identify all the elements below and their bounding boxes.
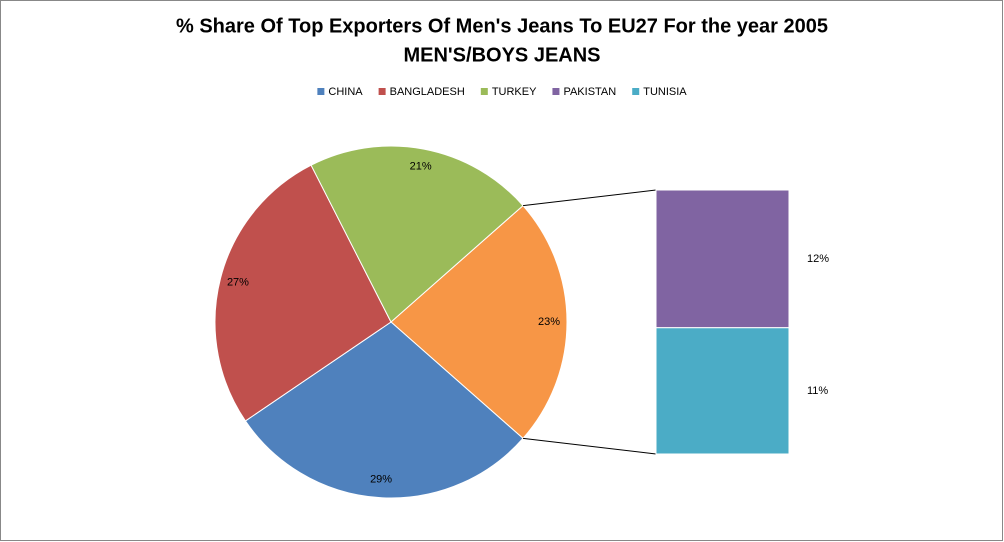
data-label: 29% bbox=[370, 474, 392, 486]
chart-title: % Share Of Top Exporters Of Men's Jeans … bbox=[176, 15, 828, 37]
data-label: 23% bbox=[538, 316, 560, 328]
data-label: 12% bbox=[807, 253, 829, 265]
legend-label: CHINA bbox=[328, 86, 363, 98]
data-label: 27% bbox=[227, 277, 249, 289]
pie-slice bbox=[390, 204, 568, 440]
pie-slice bbox=[244, 321, 524, 499]
chart-subtitle: MEN'S/BOYS JEANS bbox=[403, 44, 600, 66]
pie-slice bbox=[214, 164, 392, 422]
pie-slice bbox=[310, 145, 524, 323]
data-label: 11% bbox=[807, 385, 828, 397]
bar-segment bbox=[655, 189, 790, 329]
connector-line bbox=[522, 189, 657, 207]
legend-label: TURKEY bbox=[492, 86, 537, 98]
legend-label: BANGLADESH bbox=[390, 86, 465, 98]
legend-swatch bbox=[632, 88, 640, 95]
bar-segment bbox=[655, 327, 790, 455]
data-label: 21% bbox=[410, 161, 432, 173]
legend-label: TUNISIA bbox=[643, 86, 687, 98]
legend-swatch bbox=[317, 88, 325, 95]
connector-line bbox=[522, 437, 657, 455]
legend-label: PAKISTAN bbox=[563, 86, 616, 98]
legend-swatch bbox=[552, 88, 560, 95]
legend-swatch bbox=[378, 88, 386, 95]
legend-swatch bbox=[480, 88, 488, 95]
